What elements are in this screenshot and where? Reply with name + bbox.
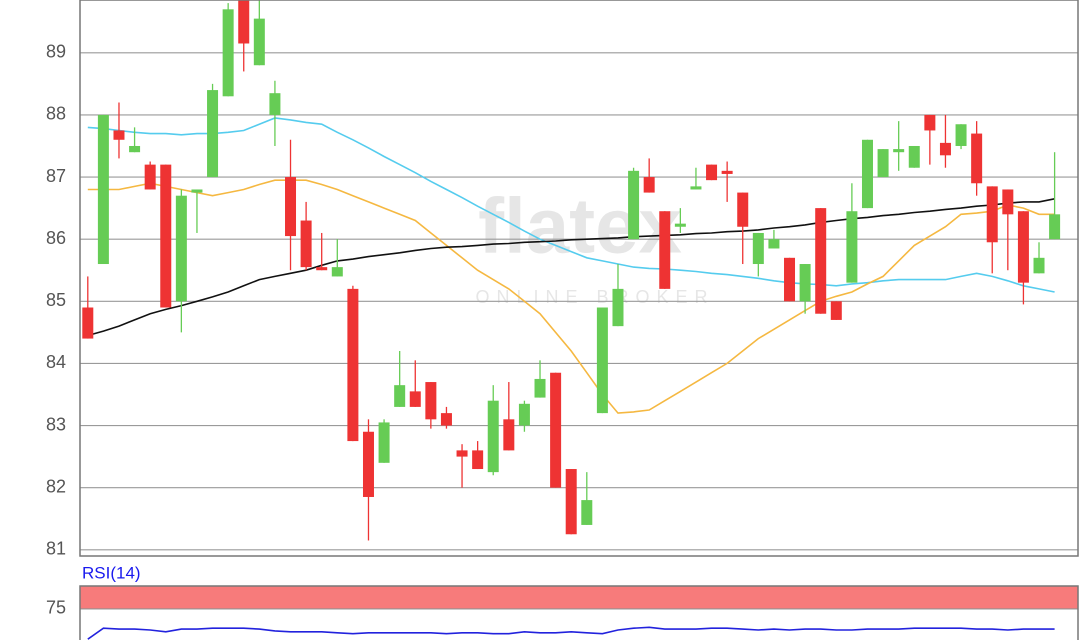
candle-body	[191, 189, 203, 193]
candle-body	[612, 288, 624, 327]
candle-body	[581, 500, 593, 525]
candle-body	[674, 223, 686, 227]
watermark: flatex ONLINE BROKER	[475, 182, 714, 307]
candle-body	[409, 391, 421, 407]
candle-body	[269, 93, 281, 115]
candle-body	[285, 177, 297, 237]
candle-body	[160, 164, 172, 308]
plot-area	[80, 586, 1078, 640]
y-tick-label: 87	[46, 166, 66, 186]
candle-body	[846, 211, 858, 283]
panel-frame	[79, 585, 1079, 640]
indicator-line	[87, 179, 1055, 414]
indicator-line	[87, 626, 1055, 640]
candle-body	[300, 220, 312, 268]
y-tick-label: 84	[46, 352, 66, 372]
candle-body	[487, 400, 499, 473]
y-tick-label: 81	[46, 539, 66, 559]
candle-body	[1033, 257, 1045, 274]
candle-body	[721, 170, 733, 174]
candle-body	[939, 142, 951, 156]
candle-body	[207, 90, 219, 178]
candle-body	[737, 192, 749, 227]
candle-body	[440, 413, 452, 426]
candle-body	[659, 211, 671, 289]
candle-body	[643, 177, 655, 193]
candle-body	[394, 385, 406, 407]
candle-body	[316, 267, 328, 271]
candle-body	[752, 232, 764, 265]
candle-body	[565, 469, 577, 535]
rsi-title: RSI(14)	[82, 563, 141, 582]
candle-body	[222, 9, 234, 97]
candle-body	[503, 419, 515, 451]
candle-body	[690, 186, 702, 190]
y-tick-label: 75	[46, 598, 66, 618]
candle-body	[628, 170, 640, 240]
y-tick-label: 85	[46, 290, 66, 310]
candle-body	[425, 382, 437, 420]
candle-body	[1002, 189, 1014, 215]
y-tick-label: 82	[46, 476, 66, 496]
candle-body	[877, 149, 889, 178]
candle-body	[971, 133, 983, 184]
y-tick-label: 88	[46, 104, 66, 124]
candle-body	[986, 186, 998, 243]
candle-body	[378, 422, 390, 463]
watermark-subtitle: ONLINE BROKER	[475, 287, 714, 307]
candle-body	[893, 149, 905, 153]
candle-body	[175, 195, 187, 302]
overbought-band	[80, 586, 1078, 610]
candle-body	[799, 264, 811, 302]
candle-body	[596, 307, 608, 414]
y-tick-label: 89	[46, 42, 66, 62]
candle-body	[861, 139, 873, 209]
candle-body	[362, 431, 374, 497]
candle-body	[924, 114, 936, 131]
candle-body	[1017, 211, 1029, 283]
candle-body	[331, 267, 343, 277]
candle-body	[129, 145, 141, 153]
candle-body	[518, 403, 530, 426]
candle-body	[908, 145, 920, 168]
candle-body	[768, 239, 780, 249]
candle-body	[830, 301, 842, 320]
panel-frame	[79, 0, 1079, 557]
candle-body	[82, 307, 94, 339]
candle-body	[815, 208, 827, 314]
y-tick-label: 83	[46, 414, 66, 434]
candle-body	[706, 164, 718, 181]
candle-body	[784, 257, 796, 302]
indicator-line	[87, 117, 1055, 293]
indicator-line	[87, 198, 1055, 337]
candle-body	[113, 130, 125, 140]
candle-body	[550, 372, 562, 488]
candle-body	[144, 164, 156, 190]
plot-area	[80, 0, 1078, 551]
candle-body	[1049, 214, 1061, 240]
candle-body	[456, 450, 468, 457]
y-tick-label: 86	[46, 228, 66, 248]
watermark-logo: flatex	[478, 182, 682, 270]
candle-body	[238, 0, 250, 44]
candle-body	[253, 18, 265, 66]
candle-body	[534, 378, 546, 398]
candle-body	[347, 288, 359, 442]
candle-body	[472, 450, 484, 470]
candle-body	[97, 114, 109, 265]
candle-body	[955, 124, 967, 146]
